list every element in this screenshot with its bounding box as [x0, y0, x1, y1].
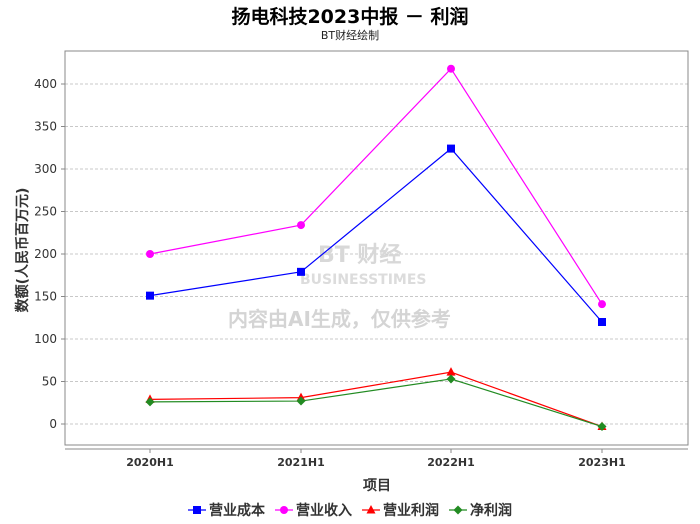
- data-point: [447, 64, 455, 73]
- y-tick-label: 0: [49, 417, 57, 431]
- series-line: [149, 378, 603, 428]
- series-3: [145, 374, 607, 432]
- legend-marker-icon: [362, 505, 380, 514]
- data-point: [146, 250, 154, 258]
- x-tick-label: 2021H1: [277, 456, 324, 469]
- legend-item: 净利润: [449, 500, 512, 520]
- series-0: [146, 144, 606, 326]
- y-tick-label: 300: [34, 162, 57, 176]
- data-point: [446, 374, 456, 384]
- data-point: [598, 318, 606, 326]
- chart-title: 扬电科技2023中报 － 利润: [231, 6, 469, 28]
- legend-label: 营业成本: [209, 503, 265, 519]
- legend-marker: [453, 505, 463, 515]
- chart-subtitle: BT财经绘制: [320, 29, 380, 42]
- legend-label: 净利润: [470, 503, 512, 519]
- y-tick-label: 250: [34, 205, 57, 219]
- legend-marker: [366, 505, 376, 514]
- y-tick-label: 400: [34, 77, 57, 91]
- data-point: [446, 367, 456, 376]
- series-line: [149, 147, 603, 323]
- x-axis-label: 项目: [363, 478, 391, 494]
- data-point: [145, 397, 155, 407]
- data-point: [297, 221, 305, 230]
- watermark-logo: BT 财经: [318, 242, 401, 268]
- y-axis-label: 数额(人民币百万元): [14, 188, 31, 313]
- watermark-notice: 内容由AI生成，仅供参考: [228, 307, 451, 331]
- legend-marker: [193, 506, 201, 514]
- plot-frame: [64, 50, 689, 446]
- y-tick-label: 100: [34, 332, 57, 346]
- data-point: [296, 396, 306, 406]
- data-point: [146, 291, 154, 300]
- series-line: [149, 371, 603, 428]
- data-point: [447, 144, 455, 153]
- series-1: [146, 64, 606, 309]
- legend: 营业成本 营业收入 营业利润 净利润: [0, 500, 700, 520]
- watermark: BT 财经 BUSINESSTIMES 内容由AI生成，仅供参考: [228, 242, 451, 331]
- legend-marker-icon: [188, 506, 206, 514]
- legend-marker-icon: [275, 506, 293, 514]
- legend-item: 营业利润: [362, 500, 439, 520]
- series-2: [145, 367, 607, 431]
- data-point: [297, 267, 305, 276]
- data-point: [598, 300, 606, 309]
- data-point: [597, 422, 607, 432]
- y-tick-label: 350: [34, 120, 57, 134]
- x-tick-label: 2020H1: [126, 456, 173, 469]
- series-line: [149, 67, 603, 305]
- legend-label: 营业收入: [296, 503, 352, 519]
- legend-marker-icon: [449, 505, 467, 515]
- legend-label: 营业利润: [383, 503, 439, 519]
- legend-marker: [280, 506, 288, 514]
- y-tick-label: 150: [34, 290, 57, 304]
- y-tick-label: 50: [42, 375, 57, 389]
- x-tick-label: 2022H1: [427, 456, 474, 469]
- legend-item: 营业收入: [275, 500, 352, 520]
- y-tick-label: 200: [34, 247, 57, 261]
- watermark-logo-sub: BUSINESSTIMES: [300, 272, 427, 288]
- x-tick-label: 2023H1: [578, 456, 625, 469]
- legend-item: 营业成本: [188, 500, 265, 520]
